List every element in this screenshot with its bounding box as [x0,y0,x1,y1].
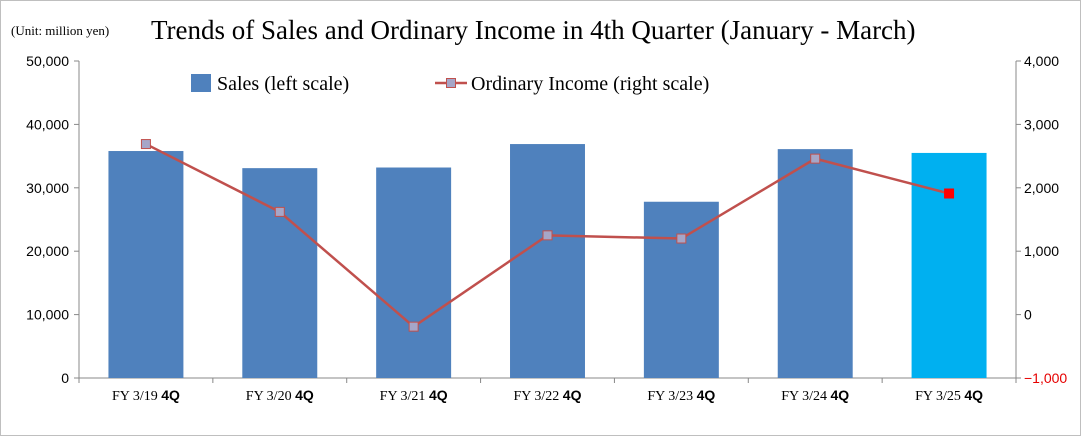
sales-bar [510,144,585,378]
legend-income-marker [446,78,456,88]
left-tick-label: 50,000 [26,53,69,69]
ordinary-income-point [140,139,151,150]
left-tick-label: 30,000 [26,180,69,196]
right-tick-label: 0 [1024,307,1032,323]
left-tick-label: 10,000 [26,307,69,323]
sales-bar [376,167,452,378]
legend-sales-label: Sales (left scale) [217,73,349,95]
category-label: FY 3/20 4Q [246,387,314,404]
right-tick-label: 1,000 [1024,243,1059,259]
category-label: FY 3/24 4Q [781,387,849,404]
right-tick-label: 4,000 [1024,53,1059,69]
sales-bar [108,151,184,378]
unit-note: (Unit: million yen) [11,23,110,38]
right-tick-label: 3,000 [1024,116,1059,132]
category-label: FY 3/19 4Q [112,387,180,404]
left-tick-label: 40,000 [26,116,69,132]
ordinary-income-point [676,233,687,244]
category-label: FY 3/23 4Q [647,387,715,404]
right-tick-label: −1,000 [1024,370,1067,386]
category-label: FY 3/25 4Q [915,387,983,404]
ordinary-income-point [810,153,821,164]
sales-bar [777,149,853,378]
sales-bar [643,201,719,378]
ordinary-income-point [944,188,955,199]
chart-title: Trends of Sales and Ordinary Income in 4… [151,15,916,45]
ordinary-income-point [542,230,553,241]
ordinary-income-point [408,321,419,332]
left-tick-label: 0 [61,370,69,386]
category-label: FY 3/21 4Q [380,387,448,404]
right-tick-label: 2,000 [1024,180,1059,196]
legend-sales-swatch [191,74,211,92]
category-label: FY 3/22 4Q [514,387,582,404]
legend-income-label: Ordinary Income (right scale) [471,73,709,95]
ordinary-income-point [274,206,285,217]
sales-bar [242,168,318,378]
left-tick-label: 20,000 [26,243,69,259]
